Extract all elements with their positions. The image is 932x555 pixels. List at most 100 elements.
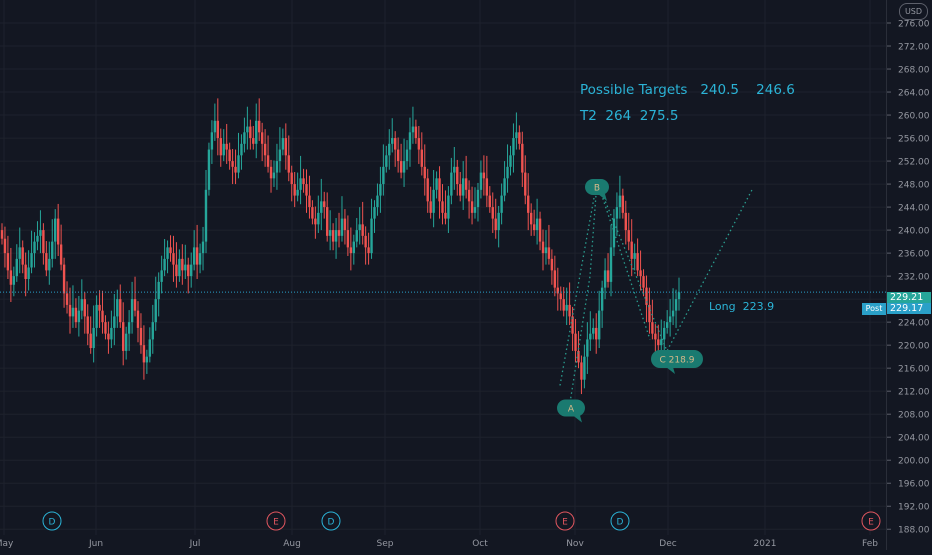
candle-body <box>240 143 243 156</box>
candle-body <box>3 238 7 254</box>
candle-body <box>571 316 574 334</box>
candle-body <box>379 184 382 196</box>
candle-body <box>405 149 409 162</box>
candle-body <box>488 195 491 208</box>
candle-body <box>175 264 178 277</box>
candle-body <box>287 155 290 173</box>
candle-body <box>358 224 361 231</box>
bubble-label: A <box>568 405 575 415</box>
candle-body <box>258 120 261 133</box>
candle-body <box>577 350 580 363</box>
candle-body <box>192 247 196 265</box>
candle-body <box>583 356 586 380</box>
candle-body <box>509 155 512 167</box>
candle-body <box>27 267 30 280</box>
candle-body <box>89 333 92 349</box>
x-tick-label: May <box>0 539 14 549</box>
price-axis[interactable] <box>886 0 932 550</box>
candle-body <box>565 304 568 311</box>
candle-body <box>654 333 657 340</box>
event-label: E <box>273 518 279 528</box>
candles-layer <box>0 98 886 395</box>
candle-body <box>627 230 630 242</box>
candle-body <box>284 138 288 156</box>
candle-body <box>423 166 426 179</box>
candle-body <box>621 195 625 213</box>
targets-annotation[interactable]: Possible Targets 240.5 246.6 <box>580 82 795 98</box>
candle-body <box>574 333 577 351</box>
candle-body <box>592 327 595 334</box>
candle-body <box>127 322 131 334</box>
candle-body <box>160 270 163 282</box>
candle-body <box>568 304 571 317</box>
candle-body <box>532 224 536 231</box>
candle-body <box>74 307 78 323</box>
candle-body <box>290 172 293 185</box>
candle-body <box>154 299 157 323</box>
candle-body <box>597 310 601 340</box>
event-marker-earnings: E <box>555 511 575 531</box>
x-axis: May Jun Jul Aug Sep Oct Nov Dec 2021 Feb <box>0 539 878 549</box>
candle-body <box>361 224 364 236</box>
candle-body <box>657 339 660 346</box>
candle-body <box>527 195 530 213</box>
bubble-tail <box>666 367 675 374</box>
x-tick-label: Nov <box>566 539 584 549</box>
x-tick-label: Sep <box>377 539 394 549</box>
candle-body <box>459 184 462 196</box>
candle-body <box>559 293 562 300</box>
candle-body <box>163 258 166 271</box>
candle-body <box>178 258 181 277</box>
candle-body <box>145 356 149 363</box>
candle-body <box>393 138 397 150</box>
candle-body <box>346 230 350 248</box>
currency-badge[interactable]: USD <box>899 3 928 20</box>
candle-body <box>500 195 503 213</box>
candle-body <box>39 230 42 236</box>
candle-body <box>260 132 264 144</box>
candle-body <box>355 230 358 242</box>
candle-body <box>293 184 296 196</box>
candle-body <box>603 270 607 288</box>
candle-body <box>21 247 24 265</box>
candle-body <box>65 293 69 305</box>
candle-body <box>51 241 54 259</box>
x-tick-label: Oct <box>472 539 488 549</box>
bubble-label: C 218.9 <box>660 356 695 366</box>
candle-body <box>432 189 435 213</box>
candle-body <box>364 235 367 248</box>
candle-body <box>113 316 116 328</box>
candle-body <box>98 304 101 311</box>
t2-annotation[interactable]: T2 264 275.5 <box>580 108 679 124</box>
event-circle <box>321 511 341 531</box>
candle-body <box>166 247 169 259</box>
candle-body <box>234 166 237 173</box>
candle-body <box>385 155 388 167</box>
x-tick-label: Jul <box>189 539 201 549</box>
candle-body <box>184 264 187 271</box>
candle-body <box>630 241 633 259</box>
candle-body <box>461 178 465 196</box>
candle-body <box>476 189 480 208</box>
candle-body <box>402 161 406 173</box>
grid-layer <box>0 0 886 535</box>
candle-body <box>633 253 636 259</box>
pattern-layer: A B C 218.9 <box>557 178 753 423</box>
long-annotation[interactable]: Long 223.9 <box>709 300 775 313</box>
candle-body <box>464 178 468 190</box>
candle-body <box>6 253 10 271</box>
candle-body <box>139 327 143 346</box>
candle-body <box>624 212 627 231</box>
candle-body <box>33 241 36 254</box>
x-tick-label: Dec <box>659 539 676 549</box>
candle-body <box>62 264 66 294</box>
candle-body <box>225 143 228 150</box>
candle-body <box>580 362 583 380</box>
candle-body <box>450 172 453 196</box>
candle-body <box>550 258 554 271</box>
candle-body <box>219 138 222 156</box>
candle-body <box>391 138 394 144</box>
candle-body <box>349 247 353 254</box>
